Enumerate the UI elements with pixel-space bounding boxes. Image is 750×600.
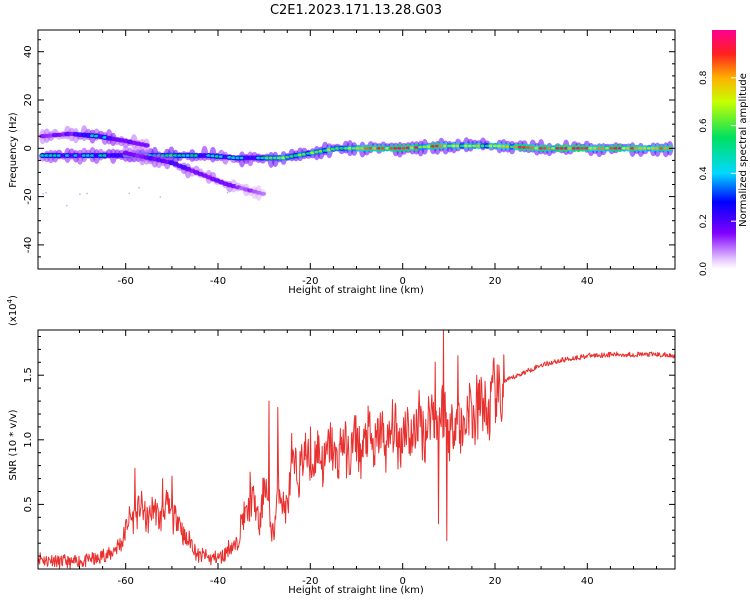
x-tick-label: -40 [210,276,226,287]
x-tick-label: 0 [400,276,406,287]
snr-scale-label: (x104) [6,295,19,326]
y-tick-label: 1.0 [23,432,34,448]
spectrogram-ticks: -60 -40 -20 0 20 40 -40 -20 0 20 40 [23,30,675,287]
snr-ylabel: SNR (10 * v/v) [8,409,19,480]
x-tick-label: 20 [489,576,502,587]
y-tick-label: -20 [23,188,34,204]
figure-title: C2E1.2023.171.13.28.G03 [270,3,442,18]
snr-scale-suffix: ) [8,295,19,299]
colorbar-tick-label: 0.6 [699,118,709,133]
snr-line-group [38,330,675,569]
x-tick-label: -40 [210,576,226,587]
spectrogram-panel: -60 -40 -20 0 20 40 -40 -20 0 20 40 Height of stra… [8,29,676,296]
spectrogram-speck [128,192,130,195]
colorbar-label: Normalized spectral amplitude [738,73,749,227]
spectrogram-speck [66,204,68,207]
x-tick-label: -20 [302,576,318,587]
colorbar-tick-label: 0.0 [699,262,709,277]
x-tick-label: 40 [581,576,594,587]
x-tick-label: 40 [581,276,594,287]
y-tick-label: 20 [23,94,34,107]
snr-scale-prefix: (x10 [8,303,19,326]
x-tick-label: -20 [302,276,318,287]
snr-panel: -60 -40 -20 0 20 40 0.5 1.0 1.5 Height of straig… [6,295,676,596]
spectrogram-speck [79,193,81,195]
snr-xlabel: Height of straight line (km) [288,585,424,596]
spectrogram-heatmap [39,125,674,207]
spectrogram-speck [45,191,47,194]
y-tick-label: 0.5 [23,496,34,512]
colorbar-gradient [712,30,736,269]
y-tick-label: 1.5 [23,367,34,383]
spectrogram-ylabel: Frequency (Hz) [8,112,19,188]
spectrogram-speck [159,196,162,198]
svg-text:(x104): (x104) [6,295,19,326]
y-tick-label: 0 [23,145,34,151]
spectrogram-cell [143,143,150,148]
x-tick-label: -60 [118,276,134,287]
spectrogram-speck [86,192,88,195]
colorbar-tick-label: 0.4 [699,166,709,181]
y-tick-label: 40 [23,45,34,58]
x-tick-label: 0 [400,576,406,587]
colorbar-tick-label: 0.8 [699,70,709,85]
spectrogram-cell [259,191,266,196]
spectrogram-speck [138,186,140,189]
spectrogram-speck [42,193,44,195]
snr-ticks: -60 -40 -20 0 20 40 0.5 1.0 1.5 [23,330,675,587]
y-tick-label: -40 [23,237,34,253]
spectrogram-xlabel: Height of straight line (km) [288,285,424,296]
colorbar-tick-label: 0.2 [699,214,709,228]
spectrogram-speck [226,191,229,194]
colorbar-ticks: 0.0 0.2 0.4 0.6 0.8 [699,70,736,276]
x-tick-label: 20 [489,276,502,287]
spectrogram-speck [235,184,238,187]
snr-scale-exponent: 4 [6,298,14,303]
x-tick-label: -60 [118,576,134,587]
snr-line [38,330,675,569]
colorbar: 0.0 0.2 0.4 0.6 0.8 Normalized spectral ampl… [699,30,749,276]
